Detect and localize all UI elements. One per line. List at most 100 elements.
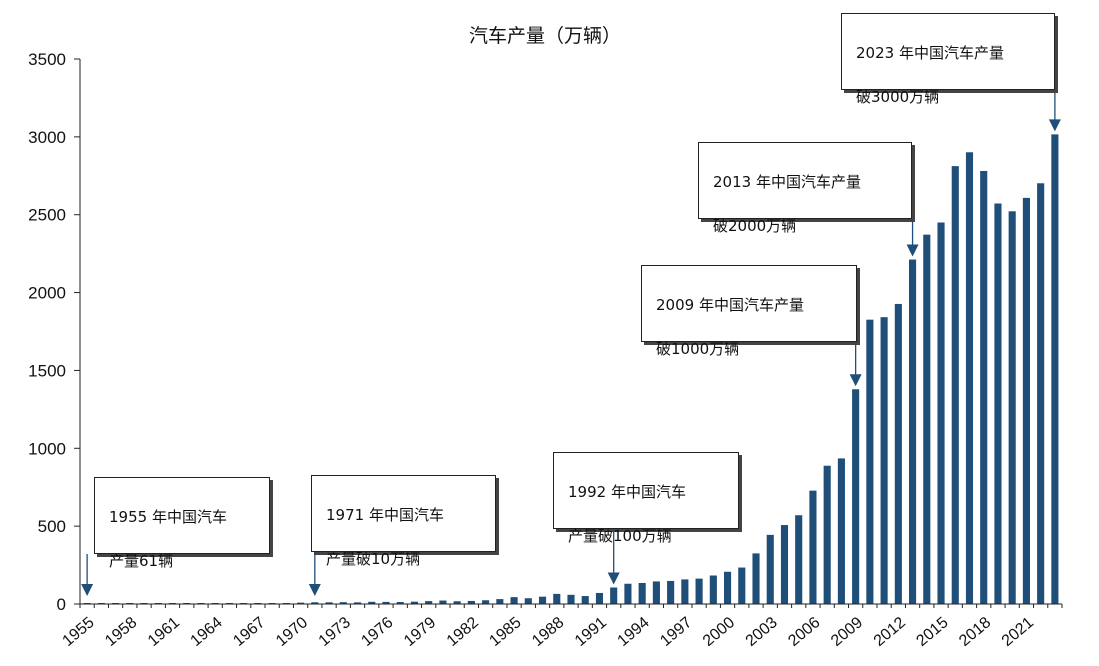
bar-1996 bbox=[667, 580, 675, 604]
bar-1992 bbox=[610, 587, 618, 604]
bar-1979 bbox=[425, 601, 433, 604]
bar-1970 bbox=[297, 602, 305, 604]
bar-1990 bbox=[581, 596, 589, 604]
arrow-2013-head bbox=[906, 244, 919, 257]
bar-1994 bbox=[638, 582, 646, 604]
x-tick-label: 1985 bbox=[486, 614, 524, 650]
annotation-1992-line2: 产量破100万辆 bbox=[568, 527, 672, 545]
arrow-1955-head bbox=[81, 584, 94, 596]
bar-1973 bbox=[339, 602, 347, 604]
bar-2015 bbox=[937, 222, 945, 604]
annotation-1971: 1971 年中国汽车 产量破10万辆 bbox=[311, 475, 496, 568]
bar-1984 bbox=[496, 599, 504, 604]
x-tick-label: 1979 bbox=[401, 614, 439, 650]
bar-1998 bbox=[695, 578, 703, 604]
x-tick-label: 1958 bbox=[102, 614, 140, 650]
bar-1995 bbox=[652, 581, 660, 604]
bar-2019 bbox=[994, 203, 1002, 604]
bar-1977 bbox=[396, 602, 404, 604]
arrow-2023-head bbox=[1048, 119, 1061, 132]
bar-2005 bbox=[795, 515, 803, 604]
y-tick-label: 0 bbox=[57, 595, 66, 614]
x-tick-label: 2006 bbox=[785, 614, 823, 650]
bar-2009 bbox=[852, 389, 860, 604]
annotation-1992: 1992 年中国汽车 产量破100万辆 bbox=[553, 452, 739, 545]
bar-1974 bbox=[353, 602, 362, 604]
x-tick-label: 2012 bbox=[871, 614, 909, 650]
annotation-2009-line2: 破1000万辆 bbox=[656, 340, 740, 358]
bar-2003 bbox=[766, 534, 774, 604]
arrow-1992-head bbox=[607, 572, 620, 585]
x-tick-label: 1982 bbox=[444, 614, 482, 650]
bar-2016 bbox=[951, 166, 959, 605]
x-tick-label: 2015 bbox=[913, 614, 951, 650]
annotation-1955-line1: 1955 年中国汽车 bbox=[109, 508, 227, 526]
x-tick-label: 1994 bbox=[615, 614, 653, 650]
x-tick-label: 1976 bbox=[358, 614, 396, 650]
bar-1986 bbox=[524, 598, 532, 604]
annotation-1955: 1955 年中国汽车 产量61辆 bbox=[94, 477, 270, 570]
bar-2021 bbox=[1022, 197, 1030, 604]
x-tick-label: 1997 bbox=[657, 614, 695, 650]
arrow-2009-head bbox=[849, 374, 862, 387]
bar-1978 bbox=[410, 601, 419, 604]
bar-1976 bbox=[382, 601, 390, 604]
y-tick-label: 500 bbox=[38, 517, 66, 536]
bar-1999 bbox=[709, 575, 717, 604]
annotation-2013-line2: 破2000万辆 bbox=[713, 217, 797, 235]
x-tick-label: 2018 bbox=[956, 614, 994, 650]
x-tick-label: 2021 bbox=[999, 614, 1037, 650]
annotation-1971-line1: 1971 年中国汽车 bbox=[326, 506, 444, 524]
x-tick-label: 1961 bbox=[145, 614, 183, 650]
y-tick-label: 2000 bbox=[28, 284, 66, 303]
bar-2022 bbox=[1037, 183, 1045, 604]
annotation-2023-line2: 破3000万辆 bbox=[856, 88, 940, 106]
bar-2004 bbox=[780, 525, 789, 604]
bar-1988 bbox=[553, 593, 561, 604]
x-tick-label: 1967 bbox=[230, 614, 268, 650]
bar-2013 bbox=[909, 259, 917, 604]
bar-2001 bbox=[738, 567, 746, 604]
bar-2000 bbox=[723, 571, 732, 604]
bar-2011 bbox=[880, 317, 888, 604]
bar-1982 bbox=[467, 600, 475, 604]
x-tick-label: 2003 bbox=[743, 614, 781, 650]
x-axis: 1955 1958 1961 1964 1967 1970 1973 1976 1979 1982… bbox=[59, 603, 1063, 650]
arrow-1971-head bbox=[308, 584, 321, 596]
annotation-1992-line1: 1992 年中国汽车 bbox=[568, 483, 686, 501]
y-tick-label: 1500 bbox=[28, 361, 66, 380]
bar-2006 bbox=[809, 490, 817, 604]
x-tick-label: 1988 bbox=[529, 614, 567, 650]
bar-1975 bbox=[368, 601, 376, 604]
x-tick-label: 2000 bbox=[700, 614, 738, 650]
x-tick-label: 1973 bbox=[316, 614, 354, 650]
annotation-arrows bbox=[81, 90, 1061, 596]
y-tick-label: 3500 bbox=[28, 50, 66, 69]
x-tick-label: 2009 bbox=[828, 614, 866, 650]
bars bbox=[83, 134, 1059, 605]
bar-2010 bbox=[866, 319, 874, 604]
bar-1980 bbox=[439, 600, 447, 604]
bar-1983 bbox=[482, 600, 490, 604]
x-tick-label: 1970 bbox=[273, 614, 311, 650]
bar-2017 bbox=[965, 152, 974, 604]
bar-2020 bbox=[1008, 211, 1016, 604]
x-tick-label: 1964 bbox=[188, 614, 226, 650]
bar-2012 bbox=[894, 303, 902, 604]
bar-1972 bbox=[325, 602, 333, 604]
y-tick-label: 3000 bbox=[28, 128, 66, 147]
bar-1981 bbox=[453, 601, 461, 604]
bar-2007 bbox=[823, 465, 831, 604]
annotation-2023-line1: 2023 年中国汽车产量 bbox=[856, 44, 1004, 62]
bar-2014 bbox=[923, 234, 931, 604]
annotation-1971-line2: 产量破10万辆 bbox=[326, 550, 421, 568]
annotation-2009: 2009 年中国汽车产量 破1000万辆 bbox=[641, 265, 857, 358]
bar-1993 bbox=[624, 583, 632, 604]
bar-1987 bbox=[538, 596, 547, 604]
annotation-2009-line1: 2009 年中国汽车产量 bbox=[656, 296, 804, 314]
bar-1991 bbox=[595, 592, 604, 604]
bar-2002 bbox=[752, 553, 760, 604]
bar-1971 bbox=[311, 602, 319, 604]
x-tick-label: 1955 bbox=[59, 614, 97, 650]
